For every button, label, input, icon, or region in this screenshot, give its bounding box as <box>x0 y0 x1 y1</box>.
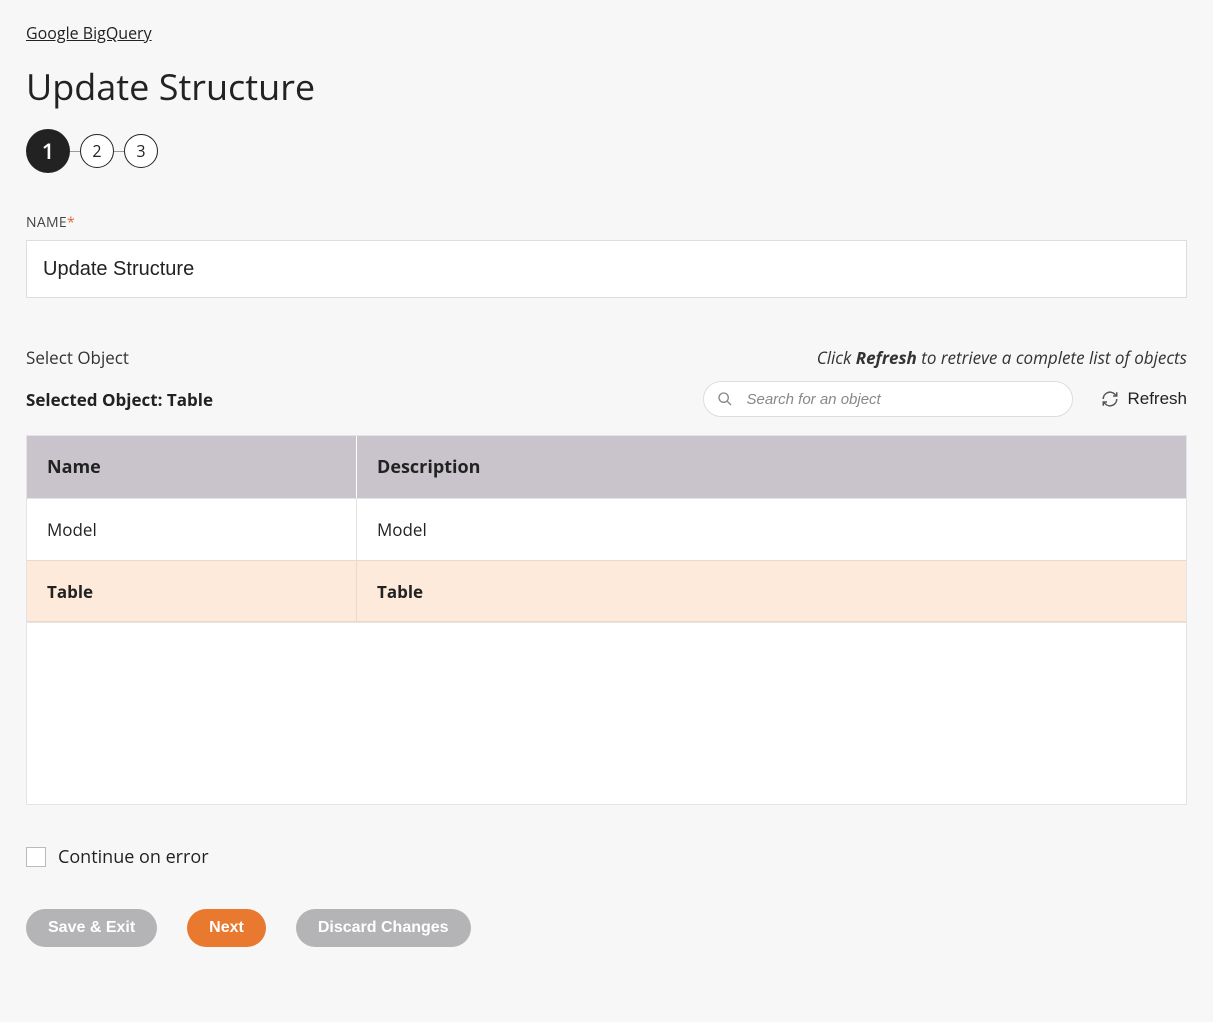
search-wrap <box>703 381 1073 417</box>
grid-row[interactable]: Model Model <box>27 498 1186 560</box>
continue-on-error-label: Continue on error <box>58 845 209 869</box>
step-connector <box>70 151 80 152</box>
refresh-hint-bold: Refresh <box>856 346 917 369</box>
refresh-button[interactable]: Refresh <box>1101 389 1187 409</box>
continue-on-error-checkbox[interactable] <box>26 847 46 867</box>
refresh-hint-prefix: Click <box>817 346 856 369</box>
grid-header: Name Description <box>27 436 1186 498</box>
search-icon <box>717 391 733 407</box>
discard-changes-button[interactable]: Discard Changes <box>296 909 471 947</box>
stepper: 1 2 3 <box>26 129 1187 173</box>
selected-object-prefix: Selected Object: <box>26 388 167 411</box>
breadcrumb-link[interactable]: Google BigQuery <box>26 22 152 44</box>
name-label-text: NAME <box>26 213 67 232</box>
refresh-icon <box>1101 390 1119 408</box>
name-input[interactable] <box>26 240 1187 298</box>
grid-empty-area <box>27 622 1186 804</box>
next-button[interactable]: Next <box>187 909 266 947</box>
grid-row[interactable]: Table Table <box>27 560 1186 622</box>
selected-object-value: Table <box>167 388 213 411</box>
step-connector <box>114 151 124 152</box>
selected-object-label: Selected Object: Table <box>26 388 213 411</box>
refresh-hint: Click Refresh to retrieve a complete lis… <box>817 346 1187 369</box>
required-indicator: * <box>67 213 75 232</box>
cell-description: Model <box>357 499 1186 560</box>
name-label: NAME* <box>26 213 1187 232</box>
cell-name: Model <box>27 499 357 560</box>
object-grid: Name Description Model Model Table Table <box>26 435 1187 805</box>
col-header-name[interactable]: Name <box>27 436 357 498</box>
cell-description: Table <box>357 561 1186 621</box>
cell-name: Table <box>27 561 357 621</box>
refresh-hint-suffix: to retrieve a complete list of objects <box>917 346 1187 369</box>
search-input[interactable] <box>703 381 1073 417</box>
page-title: Update Structure <box>26 62 1187 111</box>
save-exit-button[interactable]: Save & Exit <box>26 909 157 947</box>
step-1[interactable]: 1 <box>26 129 70 173</box>
step-3[interactable]: 3 <box>124 134 158 168</box>
refresh-label: Refresh <box>1127 389 1187 409</box>
col-header-description[interactable]: Description <box>357 455 1186 479</box>
step-2[interactable]: 2 <box>80 134 114 168</box>
select-object-label: Select Object <box>26 346 129 369</box>
